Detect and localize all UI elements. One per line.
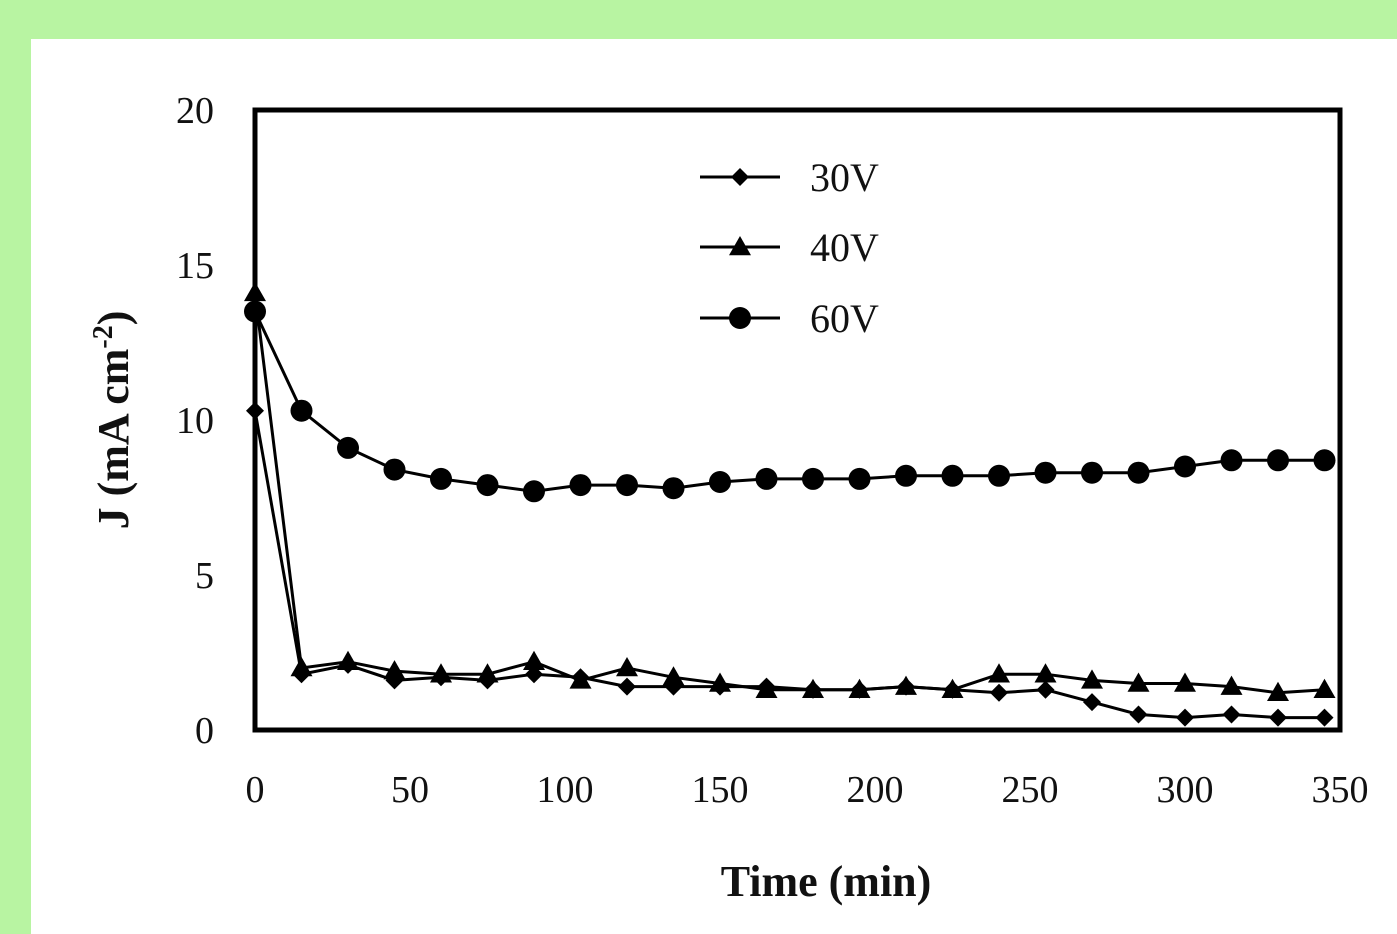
legend-entry: 60V: [700, 296, 879, 341]
data-point: [523, 480, 545, 503]
data-point: [1313, 678, 1336, 698]
data-point: [569, 669, 592, 689]
x-tick-label: 250: [1002, 769, 1059, 811]
x-tick-label: 200: [847, 769, 904, 811]
data-point: [1174, 455, 1196, 478]
legend-entry: 40V: [700, 225, 879, 270]
data-point: [616, 657, 638, 677]
data-point: [1220, 449, 1243, 472]
data-point: [523, 650, 545, 671]
data-point: [941, 464, 964, 487]
data-point: [337, 650, 359, 671]
plot-frame: [252, 107, 1343, 733]
y-tick-label: 5: [195, 555, 214, 597]
data-point: [290, 399, 313, 422]
y-axis-title-end: ): [89, 311, 138, 326]
data-point: [383, 660, 406, 680]
legend-label: 30V: [810, 155, 879, 200]
legend-marker: [731, 168, 749, 186]
data-point: [1081, 461, 1103, 484]
plot-border: [252, 107, 1343, 733]
data-point: [1267, 449, 1289, 472]
data-point: [616, 474, 638, 497]
data-point: [1313, 449, 1336, 472]
data-point: [941, 678, 964, 698]
y-axis-title: J (mA cm-2): [88, 311, 138, 530]
y-tick-label: 20: [176, 90, 214, 132]
y-axis-title-base: J (mA cm: [89, 349, 138, 530]
data-point: [1129, 705, 1148, 724]
x-tick-label: 350: [1312, 769, 1369, 811]
data-point: [848, 678, 871, 698]
data-point: [1034, 663, 1057, 683]
data-point: [1127, 672, 1150, 692]
data-point: [1176, 708, 1194, 727]
data-point: [709, 471, 731, 493]
data-point: [430, 467, 452, 490]
x-tick-label: 0: [246, 769, 265, 811]
y-tick-label: 10: [176, 400, 214, 442]
data-point: [1267, 681, 1289, 702]
x-axis-title: Time (min): [721, 857, 932, 906]
legend-label: 60V: [810, 296, 879, 341]
data-point: [569, 474, 592, 497]
data-point: [662, 477, 685, 500]
x-tick-label: 150: [692, 769, 749, 811]
data-point: [1269, 708, 1287, 727]
data-point: [802, 467, 824, 490]
tick-layer: 0 50 100 150 200 250 300 350 0 5 10 15 20: [176, 90, 1369, 811]
data-point: [1034, 461, 1057, 484]
data-point: [618, 677, 636, 696]
legend-marker: [729, 307, 751, 329]
x-tick-label: 100: [537, 769, 594, 811]
series-30V: [246, 401, 1334, 727]
data-point: [383, 458, 406, 481]
data-point: [244, 300, 266, 323]
data-point: [290, 657, 313, 677]
data-point: [895, 675, 917, 695]
data-point: [755, 678, 778, 698]
data-point: [990, 683, 1008, 702]
data-point: [1083, 693, 1101, 712]
data-point: [709, 672, 731, 692]
data-point: [802, 678, 824, 698]
data-point: [1036, 680, 1055, 699]
data-point: [1222, 705, 1241, 724]
legend-label: 40V: [810, 225, 879, 270]
data-point: [1220, 675, 1243, 695]
y-axis-title-superscript: -2: [88, 325, 119, 348]
data-point: [1174, 672, 1196, 692]
data-point: [662, 666, 685, 686]
data-point: [988, 663, 1010, 683]
data-point: [895, 464, 917, 487]
data-point: [988, 464, 1010, 487]
data-point: [1315, 708, 1334, 727]
legend: 30V 40V 60V: [700, 155, 879, 341]
y-tick-label: 15: [176, 245, 214, 287]
data-point: [1081, 669, 1103, 689]
data-point: [755, 467, 778, 490]
series-60V: [244, 300, 1336, 503]
series-line: [253, 292, 1325, 695]
y-tick-label: 0: [195, 710, 214, 752]
data-point: [246, 401, 264, 420]
x-tick-label: 300: [1157, 769, 1214, 811]
series-40V: [244, 281, 1336, 702]
x-tick-label: 50: [391, 769, 429, 811]
series-layer: [244, 281, 1336, 727]
data-point: [476, 663, 499, 683]
data-point: [476, 474, 499, 497]
legend-marker: [729, 236, 751, 256]
series-line: [253, 310, 1325, 493]
data-point: [848, 467, 871, 490]
data-point: [430, 663, 452, 683]
data-point: [1127, 461, 1150, 484]
legend-entry: 30V: [700, 155, 879, 200]
data-point: [337, 436, 359, 459]
data-point: [244, 281, 266, 302]
